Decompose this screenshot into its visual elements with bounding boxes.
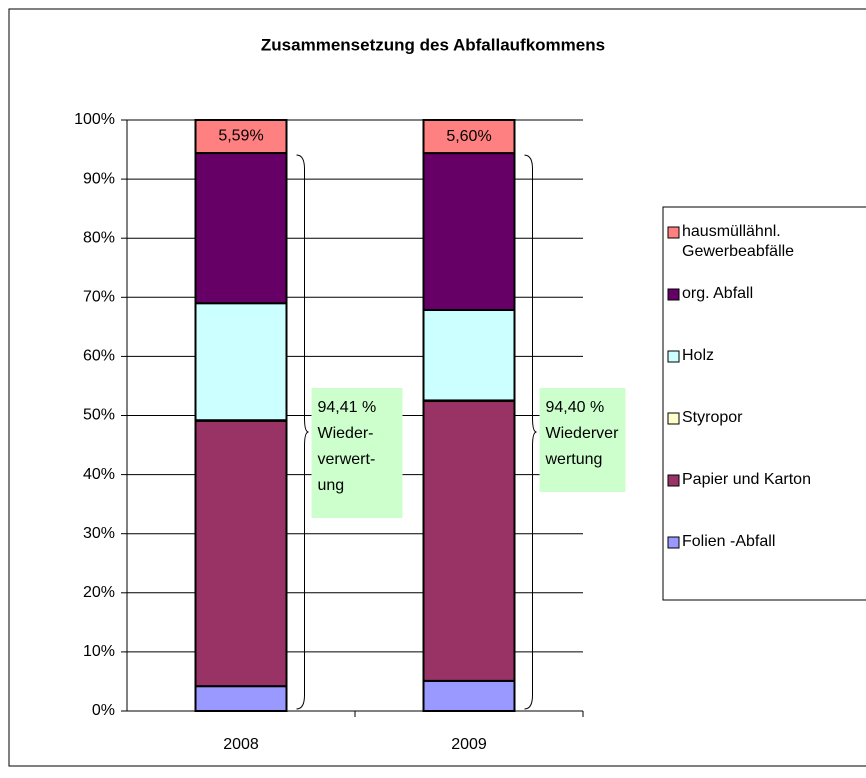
legend-swatch <box>667 474 680 487</box>
legend-label: hausmüllähnl. Gewerbeabfälle <box>682 223 795 260</box>
annotation-text: 94,41 % <box>318 399 377 416</box>
bar-segment <box>194 419 288 688</box>
bar-segment <box>194 152 288 305</box>
bar-segment <box>194 302 288 422</box>
data-label: 5,60% <box>446 128 491 145</box>
brace <box>524 154 537 710</box>
bar-segment <box>422 679 516 713</box>
legend-item: Styropor <box>682 409 743 426</box>
y-tick-label: 10% <box>83 643 115 660</box>
annotation-text: 94,40 % <box>546 399 605 416</box>
legend-box <box>662 206 866 601</box>
legend-item: Folien -Abfall <box>682 533 776 550</box>
x-tick-label: 2009 <box>451 736 487 753</box>
bar-segment <box>422 119 516 155</box>
bar-segment <box>422 400 516 682</box>
legend-swatch <box>667 536 680 549</box>
y-tick-label: 60% <box>83 348 115 365</box>
y-tick-label: 90% <box>83 170 115 187</box>
data-label: 5,59% <box>218 128 263 145</box>
legend-item: Holz <box>682 347 715 364</box>
annotation-box <box>539 388 626 492</box>
brace <box>296 154 309 710</box>
legend-swatch <box>667 350 680 363</box>
annotation-text: verwert- <box>318 451 376 468</box>
bar-segment <box>422 152 516 312</box>
legend-item: org. Abfall <box>682 285 754 302</box>
y-tick-label: 30% <box>83 525 115 542</box>
x-tick-label: 2008 <box>223 736 259 753</box>
legend-swatch <box>667 288 680 301</box>
legend-label: Styropor <box>682 409 743 426</box>
legend-swatch <box>667 226 680 239</box>
legend-label: Papier und Karton <box>682 471 811 488</box>
y-tick-label: 50% <box>83 407 115 424</box>
y-tick-label: 40% <box>83 466 115 483</box>
bar-segment <box>422 309 516 402</box>
legend-label: Holz <box>682 347 715 364</box>
chart-title: Zusammensetzung des Abfallaufkommens <box>261 35 605 54</box>
annotation-text: Wiederver <box>546 425 620 442</box>
bar-segment <box>194 685 288 712</box>
annotation-text: Wieder- <box>318 425 374 442</box>
y-tick-label: 100% <box>74 111 115 128</box>
annotation-text: wertung <box>545 451 603 468</box>
annotation-box <box>311 388 403 518</box>
y-tick-label: 0% <box>92 702 115 719</box>
annotation-text: ung <box>318 477 345 494</box>
legend-swatch <box>667 412 680 425</box>
y-tick-label: 20% <box>83 584 115 601</box>
y-tick-label: 70% <box>83 289 115 306</box>
legend-item: Papier und Karton <box>682 471 811 488</box>
legend-label: Folien -Abfall <box>682 533 776 550</box>
legend-item: hausmüllähnl. Gewerbeabfälle <box>682 223 795 260</box>
legend-label: org. Abfall <box>682 285 754 302</box>
y-tick-label: 80% <box>83 229 115 246</box>
bar-segment <box>194 119 288 155</box>
